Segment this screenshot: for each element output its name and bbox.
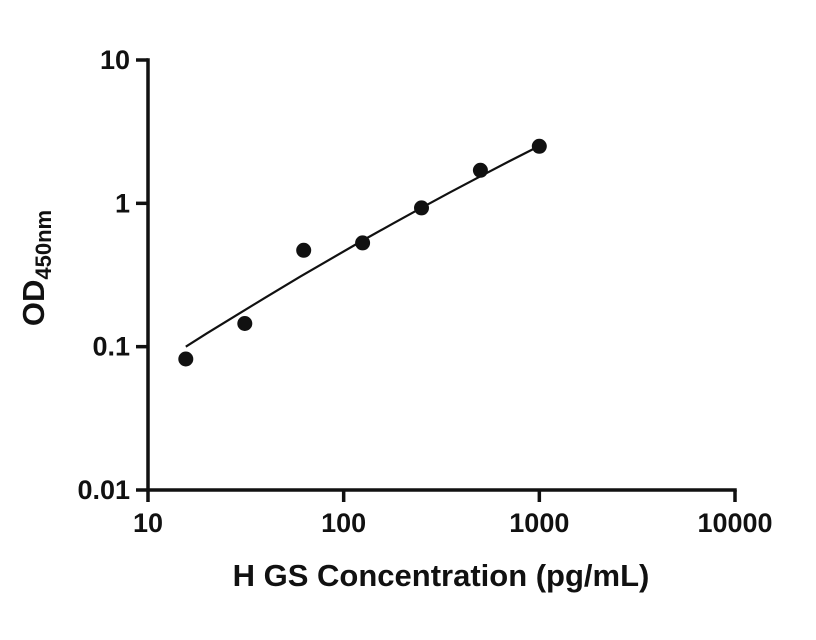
- data-point: [472, 162, 488, 178]
- x-axis-title: H GS Concentration (pg/mL): [233, 558, 650, 593]
- data-point: [178, 351, 194, 367]
- data-point: [531, 138, 547, 154]
- data-point: [237, 316, 253, 331]
- data-point: [296, 242, 312, 258]
- y-tick-label: 0.1: [92, 332, 130, 362]
- y-tick-label: 0.01: [77, 475, 130, 505]
- y-axis-title: OD450nm: [16, 210, 56, 326]
- x-tick-label: 100: [321, 508, 366, 538]
- y-tick-label: 10: [100, 45, 130, 75]
- y-axis-title-main: OD: [16, 280, 51, 327]
- x-tick-label: 10: [133, 508, 163, 538]
- plot-area: 10 100 1000 10000 0.01 0.1 1 10: [77, 45, 772, 538]
- x-tick-label: 10000: [697, 508, 772, 538]
- x-tick-label: 1000: [509, 508, 569, 538]
- y-tick-label: 1: [115, 188, 130, 218]
- y-axis-title-subscript: 450nm: [31, 210, 56, 280]
- data-point: [355, 235, 371, 251]
- axes-spines: [146, 58, 737, 492]
- data-point: [414, 200, 429, 216]
